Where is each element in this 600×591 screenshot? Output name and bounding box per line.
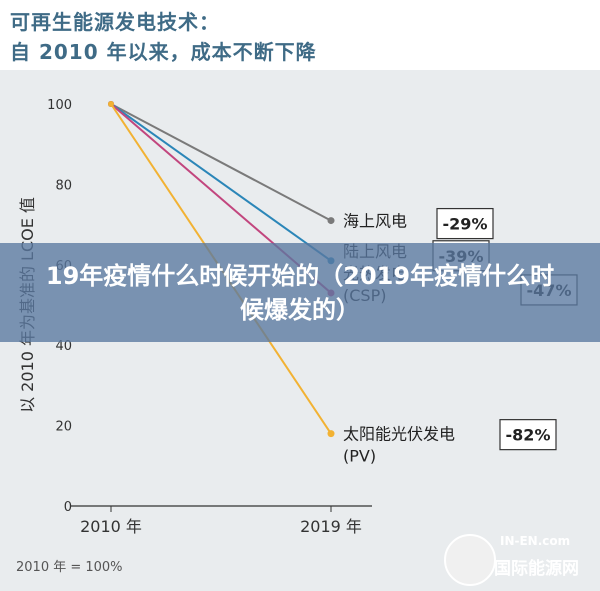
change-badge <box>499 419 557 451</box>
chart-subtitle: 自 2010 年以来，成本不断下降 <box>10 40 317 64</box>
x-tick-label: 2010 年 <box>80 517 142 536</box>
change-label: -82% <box>506 426 551 445</box>
baseline-footnote: 2010 年 = 100% <box>16 560 123 575</box>
series-name-label: 太阳能光伏发电 <box>343 425 455 444</box>
data-point <box>327 430 335 438</box>
series-name-label: 海上风电 <box>343 212 407 231</box>
headline-text: 19年疫情什么时候开始的（2019年疫情什么时候爆发的） <box>45 261 555 324</box>
chart-title: 可再生能源发电技术： <box>10 10 220 34</box>
data-point <box>108 101 114 107</box>
watermark-logo: IN-EN.com 国际能源网 <box>444 528 594 588</box>
y-tick-label: 80 <box>55 178 72 193</box>
y-tick-label: 40 <box>55 339 72 354</box>
series-name-label: (PV) <box>343 447 376 466</box>
y-tick-label: 20 <box>55 420 72 435</box>
series-line <box>110 103 332 222</box>
x-tick-label: 2019 年 <box>300 517 362 536</box>
change-label: -29% <box>443 215 488 234</box>
series-line <box>110 103 332 262</box>
globe-icon <box>444 534 496 586</box>
watermark-cn: 国际能源网 <box>494 559 579 579</box>
headline-banner: 19年疫情什么时候开始的（2019年疫情什么时候爆发的） <box>0 243 600 342</box>
y-tick-label: 100 <box>47 98 72 113</box>
data-point <box>327 217 335 225</box>
change-badge <box>436 207 494 240</box>
watermark-en: IN-EN.com <box>500 534 571 548</box>
header: 可再生能源发电技术： 自 2010 年以来，成本不断下降 <box>0 0 600 70</box>
y-tick-label: 0 <box>64 500 72 515</box>
